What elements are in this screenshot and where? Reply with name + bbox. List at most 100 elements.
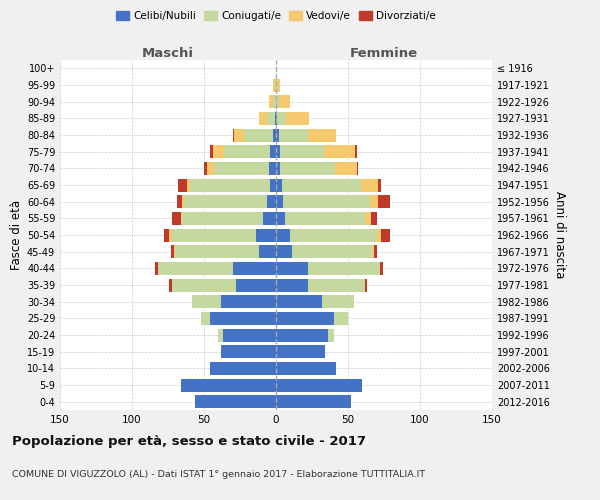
Bar xyxy=(284,212,365,225)
Bar xyxy=(273,78,275,92)
Text: Femmine: Femmine xyxy=(350,47,418,60)
Bar xyxy=(381,228,390,241)
Bar xyxy=(276,378,362,392)
Bar xyxy=(210,145,212,158)
Text: Maschi: Maschi xyxy=(142,47,194,60)
Bar xyxy=(169,278,172,291)
Bar xyxy=(276,78,277,92)
Bar xyxy=(233,128,234,141)
Bar xyxy=(365,212,371,225)
Bar xyxy=(276,245,292,258)
Bar xyxy=(276,145,280,158)
Bar xyxy=(280,162,335,175)
Bar xyxy=(259,112,268,125)
Bar xyxy=(181,378,276,392)
Bar xyxy=(292,245,373,258)
Bar xyxy=(269,95,273,108)
Bar xyxy=(182,212,263,225)
Bar xyxy=(174,245,175,258)
Bar xyxy=(334,312,348,325)
Bar xyxy=(270,178,276,192)
Y-axis label: Fasce di età: Fasce di età xyxy=(10,200,23,270)
Bar xyxy=(196,395,276,408)
Bar xyxy=(207,162,214,175)
Bar xyxy=(328,328,334,342)
Bar xyxy=(244,128,273,141)
Bar xyxy=(276,312,334,325)
Bar xyxy=(214,162,269,175)
Bar xyxy=(276,212,284,225)
Bar xyxy=(377,228,381,241)
Bar xyxy=(378,195,390,208)
Bar xyxy=(210,312,276,325)
Bar xyxy=(178,178,187,192)
Text: COMUNE DI VIGUZZOLO (AL) - Dati ISTAT 1° gennaio 2017 - Elaborazione TUTTITALIA.: COMUNE DI VIGUZZOLO (AL) - Dati ISTAT 1°… xyxy=(12,470,425,479)
Bar xyxy=(276,295,322,308)
Bar xyxy=(371,212,377,225)
Bar xyxy=(224,145,270,158)
Bar xyxy=(370,195,378,208)
Bar xyxy=(236,278,276,291)
Bar xyxy=(171,245,174,258)
Bar xyxy=(204,162,207,175)
Bar xyxy=(276,328,328,342)
Bar xyxy=(184,195,268,208)
Bar xyxy=(176,195,182,208)
Bar xyxy=(280,145,323,158)
Bar xyxy=(181,212,182,225)
Bar xyxy=(276,178,282,192)
Text: Popolazione per età, sesso e stato civile - 2017: Popolazione per età, sesso e stato civil… xyxy=(12,435,366,448)
Bar xyxy=(276,95,279,108)
Bar xyxy=(221,345,276,358)
Bar xyxy=(210,362,276,375)
Bar xyxy=(290,228,377,241)
Bar xyxy=(256,228,276,241)
Bar xyxy=(276,345,325,358)
Bar xyxy=(276,195,283,208)
Bar xyxy=(276,162,280,175)
Bar xyxy=(158,262,233,275)
Y-axis label: Anni di nascita: Anni di nascita xyxy=(553,192,566,278)
Bar xyxy=(268,195,276,208)
Bar xyxy=(276,128,279,141)
Bar xyxy=(335,162,356,175)
Bar xyxy=(283,195,370,208)
Bar xyxy=(276,228,290,241)
Bar xyxy=(273,95,276,108)
Bar xyxy=(221,295,276,308)
Bar xyxy=(356,162,358,175)
Bar xyxy=(378,178,381,192)
Bar xyxy=(276,278,308,291)
Bar xyxy=(276,362,337,375)
Bar xyxy=(172,212,181,225)
Bar xyxy=(233,262,276,275)
Bar xyxy=(218,328,223,342)
Bar xyxy=(212,145,224,158)
Bar xyxy=(273,128,276,141)
Bar xyxy=(182,195,184,208)
Bar xyxy=(201,312,210,325)
Bar xyxy=(323,145,355,158)
Bar xyxy=(276,262,308,275)
Bar xyxy=(187,178,190,192)
Bar xyxy=(308,262,380,275)
Bar xyxy=(380,262,383,275)
Bar xyxy=(275,78,276,92)
Bar xyxy=(175,245,259,258)
Bar xyxy=(164,228,169,241)
Bar xyxy=(263,212,276,225)
Bar xyxy=(355,145,356,158)
Bar xyxy=(223,328,276,342)
Bar xyxy=(282,178,361,192)
Bar xyxy=(172,228,256,241)
Bar xyxy=(172,278,236,291)
Bar xyxy=(279,95,290,108)
Bar xyxy=(276,395,351,408)
Bar xyxy=(279,128,308,141)
Bar xyxy=(277,78,280,92)
Bar xyxy=(270,145,276,158)
Bar xyxy=(365,278,367,291)
Bar xyxy=(276,112,277,125)
Bar xyxy=(269,162,276,175)
Bar xyxy=(361,178,378,192)
